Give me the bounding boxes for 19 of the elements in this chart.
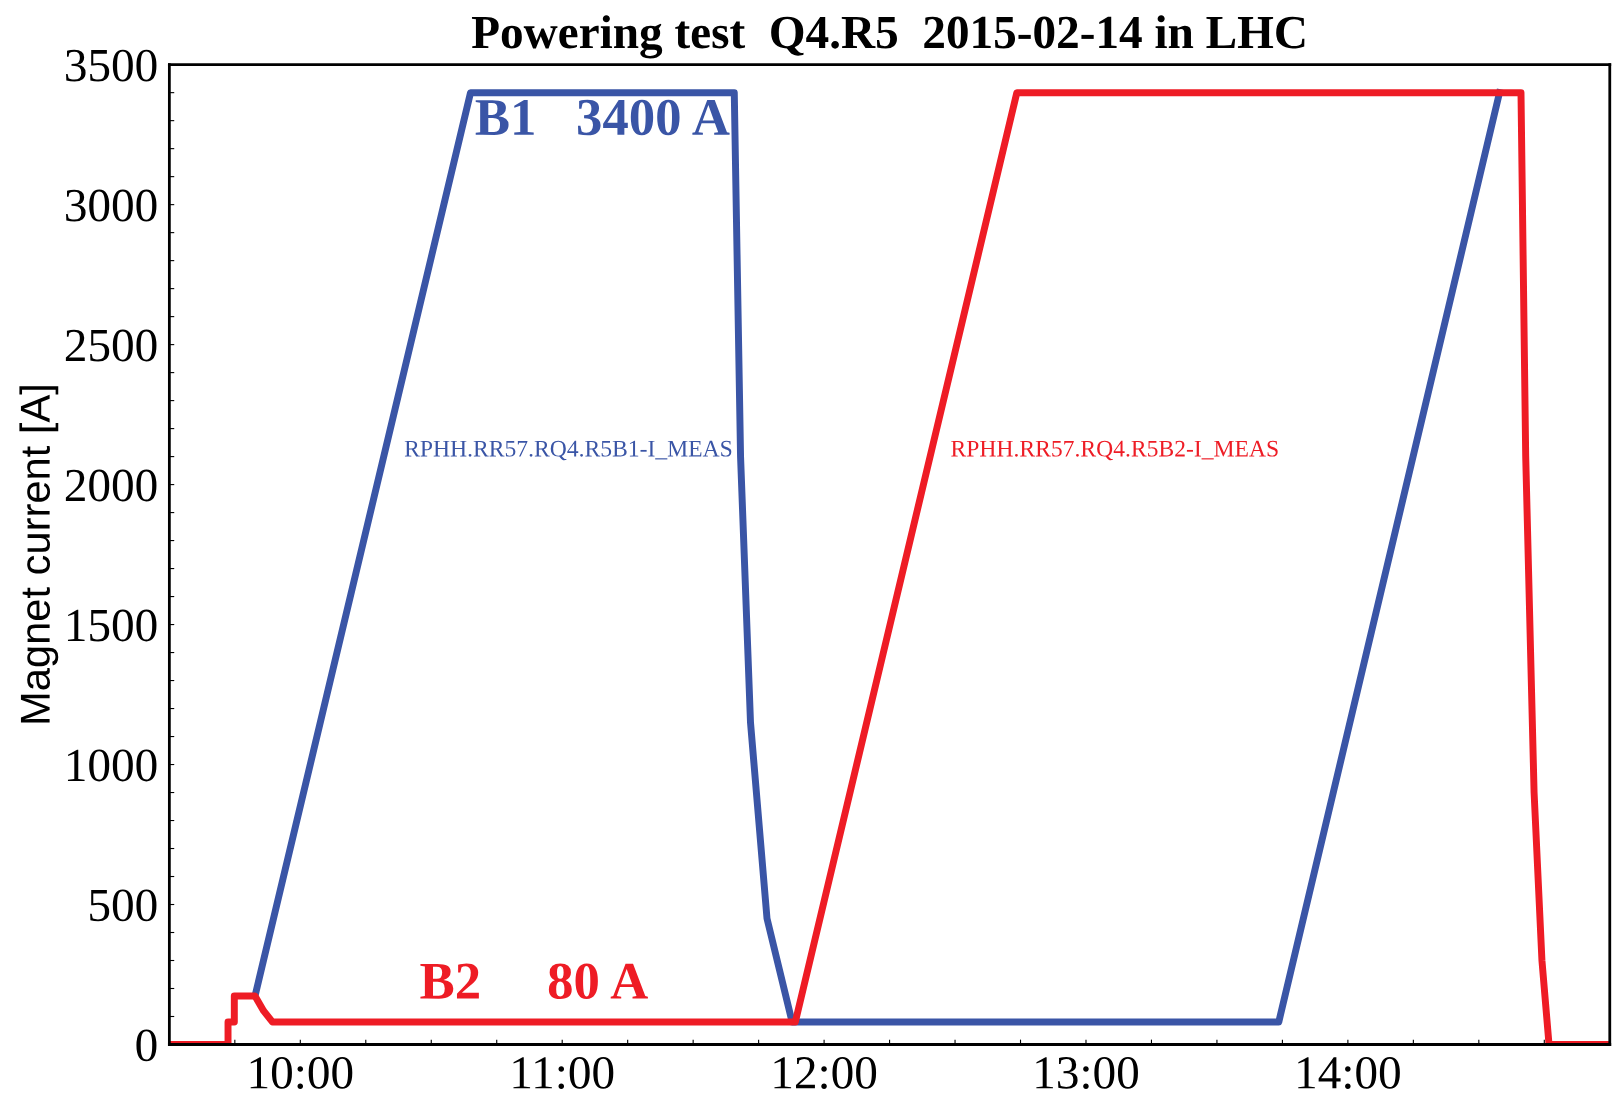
y-tick-label: 1000 xyxy=(67,749,157,782)
annotation: B2 80 A xyxy=(420,963,648,1000)
y-tick-label: 2500 xyxy=(65,329,157,362)
y-axis-title: Magnet current [A] xyxy=(19,386,59,723)
chart-title: Powering test Q4.R5 2015-02-14 in LHC xyxy=(471,15,1305,59)
x-tick-label: 13:00 xyxy=(1036,1056,1138,1090)
x-tick-label: 14:00 xyxy=(1298,1056,1400,1090)
series-label: RPHH.RR57.RQ4.R5B1-I_MEAS xyxy=(404,440,732,461)
series-label: RPHH.RR57.RQ4.R5B2-I_MEAS xyxy=(951,440,1278,461)
x-tick-label: 10:00 xyxy=(250,1056,353,1090)
y-tick-label: 3500 xyxy=(66,49,157,82)
annotation: B1 3400 A xyxy=(475,99,730,136)
x-tick-label: 11:00 xyxy=(513,1056,614,1090)
x-tick-label: 12:00 xyxy=(774,1056,877,1090)
y-tick-label: 3000 xyxy=(66,189,157,222)
y-tick-label: 1500 xyxy=(67,609,157,642)
y-tick-label: 2000 xyxy=(65,469,157,502)
y-tick-label: 0 xyxy=(136,1029,157,1062)
y-tick-label: 500 xyxy=(90,889,157,922)
